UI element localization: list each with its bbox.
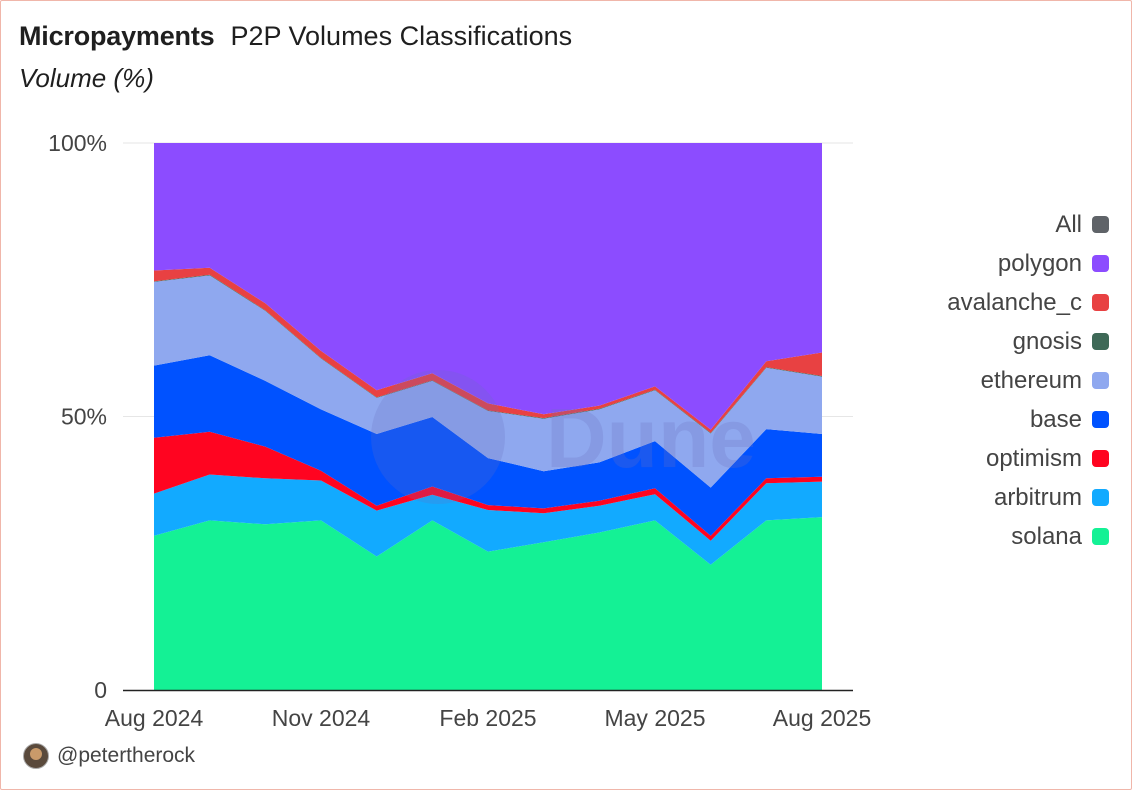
legend-item-All[interactable]: All bbox=[809, 205, 1109, 244]
legend-label: All bbox=[1055, 210, 1082, 238]
legend-label: optimism bbox=[985, 444, 1082, 472]
area-series-arbitrum bbox=[154, 474, 822, 565]
legend-label: ethereum bbox=[980, 366, 1082, 394]
user-avatar-icon bbox=[23, 743, 49, 769]
legend-swatch-icon bbox=[1092, 216, 1109, 233]
legend-swatch-icon bbox=[1092, 489, 1109, 506]
brand-title: Micropayments bbox=[19, 21, 215, 51]
author-handle: @petertherock bbox=[57, 744, 196, 767]
x-tick-label: Feb 2025 bbox=[439, 705, 536, 731]
legend-item-base[interactable]: base bbox=[809, 400, 1109, 439]
area-series-solana bbox=[154, 517, 822, 690]
legend-label: avalanche_c bbox=[947, 288, 1082, 316]
watermark-layer: Dune bbox=[371, 370, 756, 504]
area-series-optimism bbox=[154, 431, 822, 541]
legend-label: polygon bbox=[997, 249, 1082, 277]
legend-label: base bbox=[1029, 405, 1082, 433]
legend-swatch-icon bbox=[1092, 255, 1109, 272]
legend-label: gnosis bbox=[1012, 327, 1082, 355]
legend-swatch-icon bbox=[1092, 411, 1109, 428]
legend-item-optimism[interactable]: optimism bbox=[809, 439, 1109, 478]
legend-swatch-icon bbox=[1092, 372, 1109, 389]
y-tick-label: 0 bbox=[94, 677, 107, 703]
area-series-ethereum bbox=[154, 275, 822, 488]
area-series-base bbox=[154, 355, 822, 536]
chart-subtitle: Volume (%) bbox=[19, 63, 154, 93]
x-tick-label: Nov 2024 bbox=[272, 705, 371, 731]
area-layer bbox=[154, 143, 822, 690]
legend-label: arbitrum bbox=[993, 483, 1082, 511]
author-footer: @petertherock bbox=[23, 743, 195, 769]
legend-item-gnosis[interactable]: gnosis bbox=[809, 322, 1109, 361]
legend-item-solana[interactable]: solana bbox=[809, 517, 1109, 556]
legend-item-arbitrum[interactable]: arbitrum bbox=[809, 478, 1109, 517]
legend-item-avalanche_c[interactable]: avalanche_c bbox=[809, 283, 1109, 322]
x-tick-label: Aug 2024 bbox=[105, 705, 204, 731]
legend-item-ethereum[interactable]: ethereum bbox=[809, 361, 1109, 400]
area-series-polygon bbox=[154, 143, 822, 430]
y-tick-label: 50% bbox=[61, 404, 107, 430]
axis-layer: 0 50% 100% Aug 2024 Nov 2024 Feb 2025 May 2025… bbox=[48, 130, 871, 731]
x-tick-label: Aug 2025 bbox=[773, 705, 871, 731]
chart-title: P2P Volumes Classifications bbox=[230, 21, 573, 51]
legend-swatch-icon bbox=[1092, 333, 1109, 350]
legend-swatch-icon bbox=[1092, 294, 1109, 311]
x-tick-label: May 2025 bbox=[604, 705, 705, 731]
watermark-logo-icon bbox=[371, 370, 505, 504]
legend-swatch-icon bbox=[1092, 450, 1109, 467]
legend-swatch-icon bbox=[1092, 528, 1109, 545]
y-tick-label: 100% bbox=[48, 130, 107, 156]
watermark-text: Dune bbox=[546, 391, 756, 485]
legend-label: solana bbox=[1011, 522, 1082, 550]
legend-item-polygon[interactable]: polygon bbox=[809, 244, 1109, 283]
chart-header: Micropayments P2P Volumes Classifications bbox=[19, 21, 572, 52]
